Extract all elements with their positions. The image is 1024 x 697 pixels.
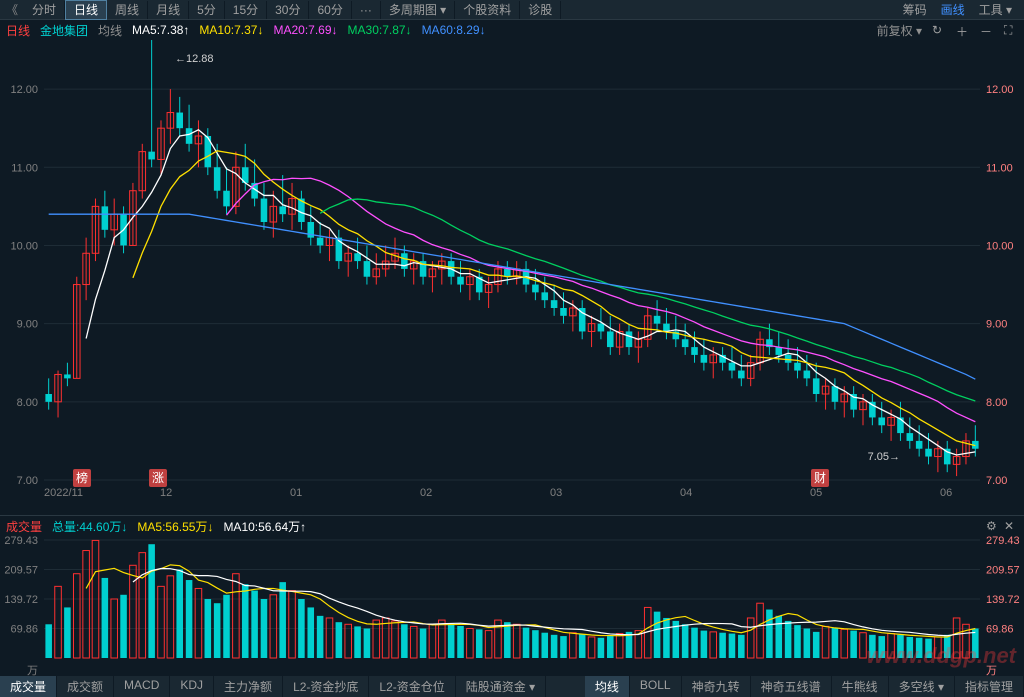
volume-ma10: MA10:56.64万↑ [223, 518, 306, 535]
ma-value-2: MA20:7.69↓ [273, 23, 337, 37]
ma-value-4: MA60:8.29↓ [422, 23, 486, 37]
svg-text:8.00: 8.00 [17, 397, 38, 409]
svg-text:12: 12 [160, 487, 172, 499]
zoom-in-icon[interactable]: ＋ [956, 23, 970, 37]
period-tab-10[interactable]: 个股资料 [455, 1, 520, 19]
indicator-tab-主力净额[interactable]: 主力净额 [214, 676, 283, 697]
svg-text:9.00: 9.00 [17, 319, 38, 331]
price-chart[interactable]: 7.00 7.00 8.00 8.00 9.00 9.00 10.00 10.00 11.00 1… [0, 40, 1024, 516]
svg-text:06: 06 [940, 487, 952, 499]
overlay-tab-均线[interactable]: 均线 [585, 676, 630, 697]
svg-text:03: 03 [550, 487, 562, 499]
svg-text:69.86: 69.86 [986, 624, 1014, 636]
indicator-manage[interactable]: 指标管理 [955, 676, 1024, 697]
period-tab-5[interactable]: 15分 [225, 1, 267, 19]
svg-text:05: 05 [810, 487, 822, 499]
svg-text:10.00: 10.00 [10, 240, 38, 252]
toolbar-right: 筹码画线工具 ▾ [899, 1, 1024, 18]
svg-text:209.57: 209.57 [4, 565, 38, 577]
period-tab-8[interactable]: ··· [352, 1, 381, 19]
svg-text:万: 万 [986, 665, 997, 676]
overlay-tab-神奇五线谱[interactable]: 神奇五线谱 [751, 676, 832, 697]
ma-values: MA5:7.38↑ MA10:7.37↓ MA20:7.69↓ MA30:7.87↓ M… [132, 23, 486, 37]
svg-text:8.00: 8.00 [986, 397, 1007, 409]
zoom-out-icon[interactable]: － [980, 23, 994, 37]
volume-total: 总量:44.60万↓ [52, 518, 127, 535]
indicator-tab-L2-资金抄底[interactable]: L2-资金抄底 [283, 676, 369, 697]
svg-text:139.72: 139.72 [4, 594, 38, 606]
indicator-tab-成交额[interactable]: 成交额 [57, 676, 114, 697]
period-tab-7[interactable]: 60分 [309, 1, 351, 19]
collapse-chevron[interactable]: 《 [0, 1, 24, 18]
tool-2[interactable]: 工具 ▾ [975, 1, 1016, 18]
svg-text:01: 01 [290, 487, 302, 499]
volume-chart[interactable]: 279.43 279.43 209.57 209.57 139.72 139.72 69.8… [0, 536, 1024, 676]
svg-text:11.00: 11.00 [986, 162, 1013, 174]
tool-0[interactable]: 筹码 [899, 1, 931, 18]
svg-text:榜: 榜 [76, 470, 88, 485]
period-tab-2[interactable]: 周线 [107, 1, 148, 19]
svg-text:12.00: 12.00 [10, 84, 38, 96]
svg-text:279.43: 279.43 [986, 536, 1020, 547]
svg-text:7.00: 7.00 [17, 475, 38, 487]
svg-text:12.00: 12.00 [986, 84, 1014, 96]
svg-text:2022/11: 2022/11 [44, 487, 83, 499]
close-icon[interactable]: ✕ [1004, 519, 1018, 533]
svg-text:10.00: 10.00 [986, 240, 1014, 252]
volume-info-bar: 成交量 总量:44.60万↓ MA5:56.55万↓ MA10:56.64万↑ … [0, 516, 1024, 536]
svg-text:7.05→: 7.05→ [868, 451, 900, 463]
indicator-tab-KDJ[interactable]: KDJ [170, 676, 214, 697]
svg-text:财: 财 [814, 471, 826, 485]
top-toolbar: 《 分时日线周线月线5分15分30分60分···多周期图 ▾个股资料诊股 筹码画… [0, 0, 1024, 20]
stock-name: 金地集团 [40, 22, 88, 39]
ma-value-0: MA5:7.38↑ [132, 23, 189, 37]
svg-text:279.43: 279.43 [4, 536, 38, 547]
svg-text:涨: 涨 [152, 470, 164, 485]
period-tab-4[interactable]: 5分 [189, 1, 225, 19]
overlay-tab-神奇九转[interactable]: 神奇九转 [682, 676, 751, 697]
period-tab-1[interactable]: 日线 [65, 0, 107, 20]
svg-text:02: 02 [420, 487, 432, 499]
svg-text:69.86: 69.86 [10, 624, 38, 636]
period-tab-11[interactable]: 诊股 [520, 1, 561, 19]
period-tab-3[interactable]: 月线 [148, 1, 189, 19]
indicator-tabs: 成交量成交额MACDKDJ主力净额L2-资金抄底L2-资金仓位陆股通资金 ▾ 均… [0, 676, 1024, 697]
ma-value-3: MA30:7.87↓ [348, 23, 412, 37]
svg-text:7.00: 7.00 [986, 475, 1007, 487]
volume-title: 成交量 [6, 518, 42, 535]
svg-text:←12.88: ←12.88 [175, 53, 214, 65]
period-tabs: 分时日线周线月线5分15分30分60分···多周期图 ▾个股资料诊股 [24, 1, 561, 18]
svg-text:139.72: 139.72 [986, 594, 1020, 606]
indicator-tab-成交量[interactable]: 成交量 [0, 676, 57, 697]
overlay-tab-牛熊线[interactable]: 牛熊线 [832, 676, 889, 697]
overlay-tab-BOLL[interactable]: BOLL [630, 676, 682, 697]
svg-text:11.00: 11.00 [11, 162, 38, 174]
fullscreen-icon[interactable]: ⛶ [1004, 23, 1018, 37]
chart-info-bar: 日线 金地集团 均线 MA5:7.38↑ MA10:7.37↓ MA20:7.69↓… [0, 20, 1024, 40]
svg-text:04: 04 [680, 487, 692, 499]
period-tab-0[interactable]: 分时 [24, 1, 65, 19]
refresh-icon[interactable]: ↻ [932, 23, 946, 37]
svg-text:209.57: 209.57 [986, 565, 1020, 577]
indicator-tab-MACD[interactable]: MACD [114, 676, 170, 697]
adjust-mode[interactable]: 前复权 ▾ [877, 22, 922, 39]
ma-value-1: MA10:7.37↓ [199, 23, 263, 37]
indicator-tab-陆股通资金 ▾[interactable]: 陆股通资金 ▾ [456, 676, 546, 697]
settings-icon[interactable]: ⚙ [986, 519, 1000, 533]
period-label: 日线 [6, 22, 30, 39]
period-tab-6[interactable]: 30分 [267, 1, 309, 19]
indicator-tab-L2-资金仓位[interactable]: L2-资金仓位 [369, 676, 455, 697]
tool-1[interactable]: 画线 [937, 1, 969, 18]
period-tab-9[interactable]: 多周期图 ▾ [381, 1, 455, 19]
volume-ma5: MA5:56.55万↓ [137, 518, 213, 535]
svg-text:万: 万 [27, 665, 38, 676]
svg-text:9.00: 9.00 [986, 319, 1007, 331]
ma-label: 均线 [98, 22, 122, 39]
overlay-tab-多空线 ▾[interactable]: 多空线 ▾ [889, 676, 955, 697]
